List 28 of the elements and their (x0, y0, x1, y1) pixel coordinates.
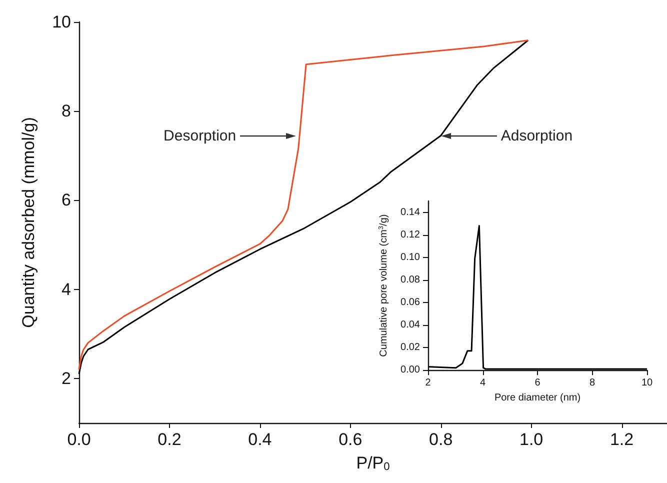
annotation: Adsorption (500, 127, 573, 144)
y-tick-label: 0.02 (400, 342, 420, 354)
x-tick-label: 10 (641, 378, 653, 389)
y-tick-label: 8 (62, 102, 71, 121)
y-tick-label: 4 (62, 280, 71, 299)
x-tick-label: 1.0 (519, 430, 544, 449)
x-tick-label: 6 (534, 378, 541, 389)
y-tick-label: 10 (52, 12, 71, 32)
annotation: Desorption (164, 127, 236, 144)
x-tick-label: 4 (480, 378, 486, 389)
y-tick-label: 0.10 (400, 252, 420, 263)
x-tick-label: 0.4 (248, 430, 272, 449)
y-tick-label: 0.00 (400, 364, 420, 376)
x-tick-label: 0.6 (338, 430, 362, 449)
x-axis-title: Pore diameter (nm) (494, 392, 581, 404)
x-tick-label: 8 (589, 378, 596, 389)
x-tick-label: 0.2 (158, 430, 182, 449)
x-tick-label: 0.8 (429, 430, 453, 449)
y-tick-label: 6 (62, 190, 71, 210)
x-tick-label: 2 (425, 378, 432, 389)
y-axis-title: Quantity adsorbed (mmol/g) (19, 117, 38, 328)
y-tick-label: 0.12 (400, 229, 420, 240)
y-tick-label: 0.08 (400, 274, 420, 286)
y-tick-label: 0.14 (400, 206, 420, 218)
x-tick-label: 0.0 (67, 430, 91, 449)
x-tick-label: 1.2 (610, 430, 634, 449)
y-tick-label: 0.06 (400, 296, 420, 308)
y-tick-label: 0.04 (400, 320, 420, 331)
